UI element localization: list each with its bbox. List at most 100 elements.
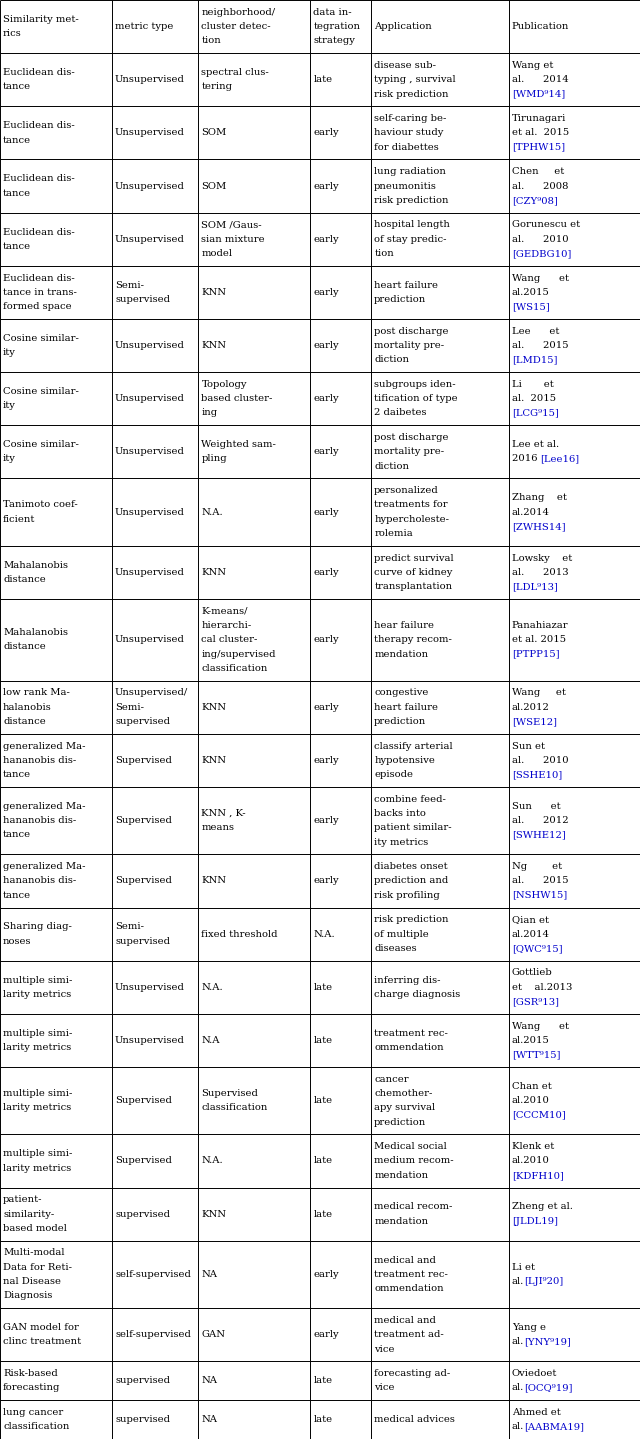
Text: al.      2015: al. 2015 <box>512 341 568 350</box>
Text: treatment ad-: treatment ad- <box>374 1330 444 1340</box>
Text: treatment rec-: treatment rec- <box>374 1029 448 1038</box>
Text: mendation: mendation <box>374 1217 428 1226</box>
Text: N.A: N.A <box>202 1036 220 1045</box>
Text: Unsupervised: Unsupervised <box>115 508 185 517</box>
Text: hypercholeste-: hypercholeste- <box>374 515 449 524</box>
Text: early: early <box>314 235 339 243</box>
Text: Tirunagari: Tirunagari <box>512 114 566 124</box>
Text: sian mixture: sian mixture <box>202 235 265 243</box>
Text: [OCQ⁹19]: [OCQ⁹19] <box>524 1383 573 1393</box>
Text: larity metrics: larity metrics <box>3 1043 71 1052</box>
Text: NA: NA <box>202 1271 218 1279</box>
Text: [LCG⁹15]: [LCG⁹15] <box>512 409 559 417</box>
Text: patient-: patient- <box>3 1196 42 1204</box>
Text: Oviedoet: Oviedoet <box>512 1368 557 1379</box>
Text: KNN: KNN <box>202 755 227 766</box>
Text: supervised: supervised <box>115 1415 170 1425</box>
Text: al.      2010: al. 2010 <box>512 235 568 243</box>
Text: hear failure: hear failure <box>374 622 434 630</box>
Text: Medical social: Medical social <box>374 1143 447 1151</box>
Text: diseases: diseases <box>374 944 417 953</box>
Text: heart failure: heart failure <box>374 281 438 289</box>
Text: medium recom-: medium recom- <box>374 1157 454 1166</box>
Text: Euclidean dis-: Euclidean dis- <box>3 273 75 282</box>
Text: late: late <box>314 1036 333 1045</box>
Text: early: early <box>314 1271 339 1279</box>
Text: Cosine similar-: Cosine similar- <box>3 334 79 342</box>
Text: diction: diction <box>374 462 409 471</box>
Text: [SWHE12]: [SWHE12] <box>512 830 566 839</box>
Text: Sun      et: Sun et <box>512 802 561 810</box>
Text: risk prediction: risk prediction <box>374 89 449 98</box>
Text: Wang et: Wang et <box>512 60 553 71</box>
Text: pling: pling <box>202 455 227 463</box>
Text: Unsupervised/: Unsupervised/ <box>115 688 188 698</box>
Text: tion: tion <box>374 249 394 258</box>
Text: based cluster-: based cluster- <box>202 394 273 403</box>
Text: disease sub-: disease sub- <box>374 60 436 71</box>
Text: tification of type: tification of type <box>374 394 458 403</box>
Text: al.2014: al.2014 <box>512 930 550 938</box>
Text: larity metrics: larity metrics <box>3 1104 71 1112</box>
Text: al.2015: al.2015 <box>512 1036 550 1045</box>
Text: Sharing diag-: Sharing diag- <box>3 922 72 931</box>
Text: Supervised: Supervised <box>115 755 172 766</box>
Text: N.A.: N.A. <box>202 1157 223 1166</box>
Text: al.      2008: al. 2008 <box>512 181 568 190</box>
Text: Li et: Li et <box>512 1263 535 1272</box>
Text: subgroups iden-: subgroups iden- <box>374 380 456 389</box>
Text: al.      2015: al. 2015 <box>512 876 568 885</box>
Text: ing: ing <box>202 409 218 417</box>
Text: Yang e: Yang e <box>512 1322 546 1333</box>
Text: [NSHW15]: [NSHW15] <box>512 891 567 899</box>
Text: N.A.: N.A. <box>314 930 335 938</box>
Text: late: late <box>314 1210 333 1219</box>
Text: ommendation: ommendation <box>374 1284 444 1294</box>
Text: early: early <box>314 288 339 296</box>
Text: distance: distance <box>3 576 45 584</box>
Text: [LMD15]: [LMD15] <box>512 355 557 364</box>
Text: late: late <box>314 1415 333 1425</box>
Text: of stay predic-: of stay predic- <box>374 235 447 243</box>
Text: Unsupervised: Unsupervised <box>115 341 185 350</box>
Text: post discharge: post discharge <box>374 327 449 335</box>
Text: generalized Ma-: generalized Ma- <box>3 862 86 871</box>
Text: congestive: congestive <box>374 688 429 698</box>
Text: al.      2013: al. 2013 <box>512 568 568 577</box>
Text: [SSHE10]: [SSHE10] <box>512 770 562 778</box>
Text: mendation: mendation <box>374 649 428 659</box>
Text: classify arterial: classify arterial <box>374 741 453 751</box>
Text: N.A.: N.A. <box>202 983 223 991</box>
Text: lung cancer: lung cancer <box>3 1407 63 1417</box>
Text: [YNY⁹19]: [YNY⁹19] <box>524 1337 571 1347</box>
Text: supervised: supervised <box>115 295 170 304</box>
Text: early: early <box>314 876 339 885</box>
Text: model: model <box>202 249 232 258</box>
Text: early: early <box>314 635 339 645</box>
Text: al.2012: al.2012 <box>512 702 550 712</box>
Text: Data for Reti-: Data for Reti- <box>3 1263 72 1272</box>
Text: Diagnosis: Diagnosis <box>3 1291 52 1301</box>
Text: transplantation: transplantation <box>374 583 452 591</box>
Text: strategy: strategy <box>314 36 355 46</box>
Text: late: late <box>314 1097 333 1105</box>
Text: prediction and: prediction and <box>374 876 449 885</box>
Text: Weighted sam-: Weighted sam- <box>202 440 276 449</box>
Text: forecasting: forecasting <box>3 1383 60 1393</box>
Text: prediction: prediction <box>374 1118 426 1127</box>
Text: Unsupervised: Unsupervised <box>115 635 185 645</box>
Text: KNN: KNN <box>202 568 227 577</box>
Text: late: late <box>314 75 333 85</box>
Text: fixed threshold: fixed threshold <box>202 930 278 938</box>
Text: al.: al. <box>512 1276 524 1286</box>
Text: [CZY⁹08]: [CZY⁹08] <box>512 196 557 204</box>
Text: NA: NA <box>202 1376 218 1386</box>
Text: hierarchi-: hierarchi- <box>202 622 252 630</box>
Text: Supervised: Supervised <box>202 1089 259 1098</box>
Text: early: early <box>314 448 339 456</box>
Text: Euclidean dis-: Euclidean dis- <box>3 121 75 130</box>
Text: Cosine similar-: Cosine similar- <box>3 387 79 396</box>
Text: tance: tance <box>3 189 31 197</box>
Text: prediction: prediction <box>374 717 426 727</box>
Text: Sun et: Sun et <box>512 741 545 751</box>
